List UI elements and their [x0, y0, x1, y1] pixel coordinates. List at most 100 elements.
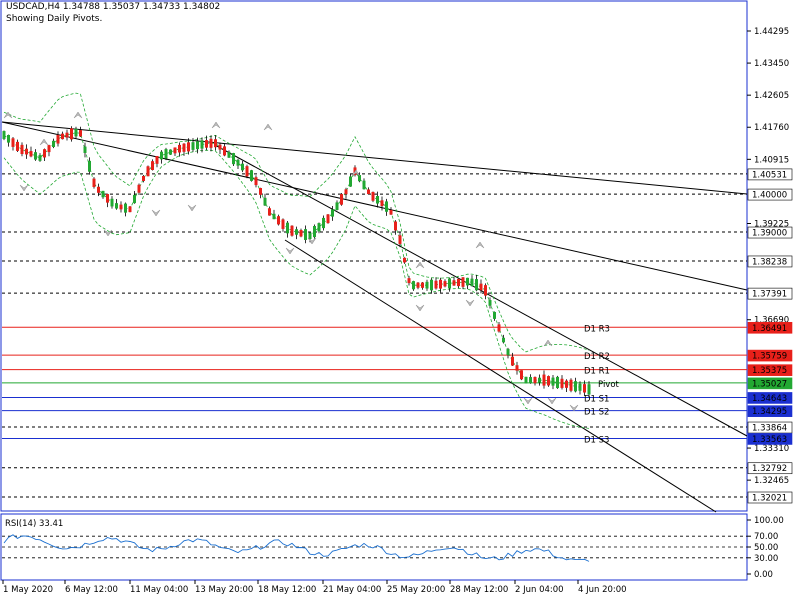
candle-body — [223, 146, 226, 156]
candle-body — [56, 134, 60, 144]
level-price-label: 1.35759 — [752, 352, 787, 362]
candle-body — [331, 209, 334, 217]
candle-body — [277, 216, 280, 225]
candle-body — [101, 190, 105, 198]
rsi-line — [3, 534, 590, 562]
rsi-title: RSI(14) 33.41 — [5, 519, 63, 529]
fractal-marker — [211, 121, 221, 129]
fractal-marker — [475, 241, 485, 249]
price-tick-label: 1.42605 — [754, 91, 789, 101]
level-price-label: 1.40000 — [752, 191, 787, 201]
candle-body — [7, 135, 10, 143]
fractal-marker — [547, 397, 557, 405]
time-axis-label: 2 Jun 04:00 — [515, 585, 564, 595]
candle-body — [434, 280, 438, 289]
candle-body — [430, 279, 433, 291]
candle-body — [407, 278, 411, 284]
fractal-marker — [415, 261, 425, 269]
candle-body — [574, 381, 577, 392]
candle-body — [196, 141, 199, 150]
candle-body — [398, 235, 402, 244]
candle-body — [493, 311, 496, 319]
pivot-label: D1 R2 — [584, 352, 610, 362]
candle-body — [16, 141, 19, 151]
candle-body — [394, 221, 397, 231]
candle-body — [110, 198, 114, 207]
candle-body — [304, 229, 307, 240]
candle-body — [74, 128, 78, 137]
candle-body — [578, 383, 582, 391]
rsi-tick-label: 70.00 — [754, 532, 778, 542]
level-price-label: 1.33563 — [752, 435, 787, 445]
fractal-marker — [263, 123, 273, 131]
fractal-marker — [307, 237, 317, 245]
candle-body — [43, 149, 46, 158]
candle-body — [385, 201, 388, 212]
candle-body — [416, 282, 420, 288]
level-price-label: 1.34643 — [752, 394, 787, 404]
candle-body — [587, 384, 591, 395]
fractal-markers — [3, 111, 579, 412]
fractal-marker — [523, 397, 533, 405]
candle-body — [547, 376, 550, 386]
fractal-marker — [285, 247, 295, 255]
candle-body — [52, 140, 55, 147]
fractal-marker — [73, 111, 83, 119]
pivot-labels: D1 R3 D1 R2 D1 R1 Pivot D1 S1 D1 S2 D1 S3 — [584, 324, 620, 445]
level-price-label: 1.37391 — [752, 290, 787, 300]
level-price-label: 1.35027 — [752, 379, 787, 389]
candle-body — [286, 222, 289, 234]
candle-body — [232, 153, 235, 165]
candle-body — [583, 384, 586, 393]
candle-body — [520, 370, 523, 380]
candle-body — [565, 380, 568, 388]
price-tick-label: 1.36690 — [754, 316, 789, 326]
candle-body — [124, 203, 127, 213]
pivot-label: D1 S1 — [584, 394, 609, 404]
pivot-label: D1 R3 — [584, 324, 610, 334]
horizontal-levels — [2, 173, 747, 498]
candle-body — [344, 189, 348, 195]
candle-body — [214, 139, 217, 148]
candle-body — [529, 377, 532, 384]
candle-body — [119, 204, 123, 210]
candle-body — [106, 194, 109, 203]
candle-body — [79, 130, 82, 137]
chart-subtitle: Showing Daily Pivots. — [6, 14, 103, 24]
candle-body — [245, 166, 249, 177]
candle-body — [92, 178, 96, 187]
candle-body — [524, 376, 528, 384]
candle-body — [263, 197, 267, 206]
candle-body — [83, 146, 87, 153]
level-price-label: 1.32021 — [752, 494, 787, 504]
pivot-label: D1 R1 — [584, 367, 610, 377]
price-tick-label: 1.32465 — [754, 476, 789, 486]
price-tick-label: 1.44295 — [754, 27, 789, 37]
fractal-marker — [39, 138, 49, 146]
chart-symbol-header: USDCAD,H4 1.34788 1.35037 1.34733 1.3480… — [6, 2, 221, 12]
candle-body — [173, 147, 177, 154]
fractal-marker — [465, 299, 475, 307]
candle-body — [236, 159, 240, 166]
rsi-tick-label: 0.00 — [754, 570, 773, 580]
trend-line — [1, 121, 748, 291]
candle-body — [371, 191, 375, 201]
candle-body — [362, 180, 366, 190]
candle-body — [412, 281, 415, 290]
candle-body — [340, 194, 343, 205]
level-price-label: 1.36491 — [752, 324, 787, 334]
candle-body — [475, 279, 478, 291]
fractal-marker — [569, 404, 579, 412]
pivot-label: D1 S2 — [584, 408, 609, 418]
candle-body — [457, 278, 460, 287]
time-axis-label: 18 May 12:00 — [258, 585, 316, 595]
candle-body — [187, 142, 190, 152]
pivot-label: D1 S3 — [584, 435, 609, 445]
level-price-label: 1.33864 — [752, 424, 787, 434]
candle-body — [461, 277, 465, 287]
candle-body — [349, 176, 352, 187]
candle-body — [425, 281, 429, 289]
candle-body — [367, 189, 370, 195]
